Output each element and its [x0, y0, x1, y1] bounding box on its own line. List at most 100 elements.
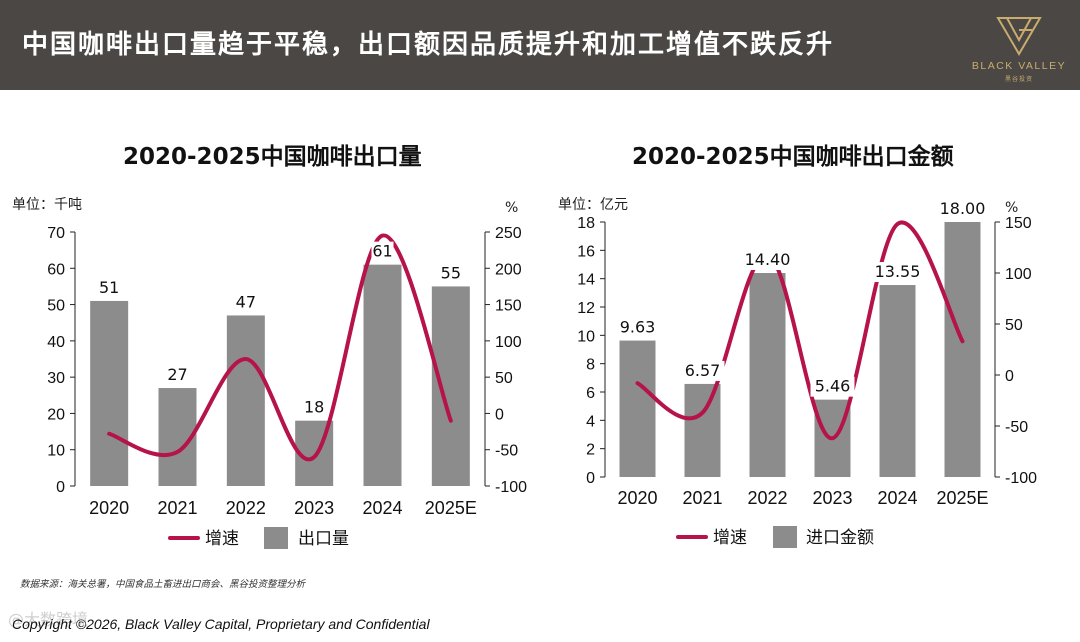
y-tick-label-left: 4	[586, 413, 595, 430]
bar-data-label: 18.00	[940, 199, 986, 218]
data-label-bg	[234, 292, 257, 313]
x-tick-label: 2020	[617, 488, 657, 508]
x-tick-label: 2023	[294, 498, 334, 518]
data-label-bg	[810, 376, 855, 397]
bar-data-label: 5.46	[815, 377, 851, 396]
bar	[226, 315, 265, 486]
y-tick-label-right: 50	[495, 370, 513, 387]
data-label-bg	[935, 199, 990, 219]
bar	[431, 286, 470, 486]
y-tick-label-left: 50	[47, 298, 65, 315]
data-label-bg	[303, 397, 326, 418]
x-tick-label: 2024	[362, 498, 402, 518]
bar	[90, 300, 129, 486]
copyright-text: Copyright ©2026, Black Valley Capital, P…	[12, 616, 430, 632]
y-tick-label-left: 70	[47, 225, 65, 242]
y-tick-label-left: 40	[47, 334, 65, 351]
y-tick-label-right: -50	[495, 443, 518, 460]
y-tick-label-right: 250	[495, 225, 522, 242]
x-tick-label: 2021	[157, 498, 197, 518]
y-tick-label-right: 150	[1005, 215, 1032, 232]
legend-label-bar: 进口金额	[806, 528, 874, 548]
chart-title-volume: 2020-2025中国咖啡出口量	[123, 144, 422, 170]
y-tick-label-left: 10	[577, 328, 595, 345]
legend-label-growth: 增速	[205, 529, 239, 549]
logo-subtext: 黑谷投资	[1004, 76, 1033, 83]
legend-label-growth: 增速	[713, 528, 747, 548]
y-tick-label-right: 150	[495, 298, 522, 315]
data-label-bg	[166, 365, 189, 386]
data-source-note: 数据来源：海关总署，中国食品土畜进出口商会、黑谷投资整理分析	[20, 579, 306, 590]
bar	[944, 222, 981, 477]
y-tick-label-right: 100	[495, 334, 522, 351]
legend-bar-swatch	[264, 527, 288, 549]
y-tick-label-right: 100	[1005, 266, 1032, 283]
bar	[363, 264, 402, 486]
bar	[879, 285, 916, 477]
legend-label-bar: 出口量	[298, 529, 349, 549]
bar	[749, 273, 786, 477]
data-label-bg	[615, 317, 660, 338]
y-tick-label-right: -100	[495, 479, 527, 496]
y-tick-label-left: 60	[47, 261, 65, 278]
bar-data-label: 14.40	[745, 250, 791, 269]
bar-data-label: 47	[236, 292, 256, 311]
page-title: 中国咖啡出口量趋于平稳，出口额因品质提升和加工增值不跌反升	[22, 30, 835, 60]
chart-export-volume: 0 10 20 30 40 50 60 70 -100 -50 0 50 100 150 200 250 51 2…	[47, 225, 527, 549]
data-label-bg	[680, 360, 725, 381]
x-tick-label: 2022	[747, 488, 787, 508]
bar-data-label: 6.57	[685, 361, 721, 380]
y-tick-label-left: 10	[47, 443, 65, 460]
x-tick-label: 2023	[812, 488, 852, 508]
watermark: @大数跨境	[8, 610, 89, 629]
data-label-bg	[98, 277, 121, 298]
y-tick-label-left: 16	[577, 243, 595, 260]
x-tick-label: 2025E	[425, 498, 477, 518]
unit-label-right: %	[505, 200, 519, 216]
bar-data-label: 55	[441, 263, 461, 282]
logo-mark-icon	[996, 17, 1042, 56]
chart-title-value: 2020-2025中国咖啡出口金额	[632, 144, 954, 170]
unit-label-left: 单位：千吨	[12, 197, 82, 213]
x-tick-label: 2021	[682, 488, 722, 508]
data-label-bg	[740, 250, 795, 270]
y-tick-label-right: -50	[1005, 419, 1028, 436]
bar-data-label: 51	[99, 278, 119, 297]
y-tick-label-right: -100	[1005, 470, 1037, 487]
growth-rate-line	[635, 220, 965, 441]
bar-data-label: 61	[372, 242, 392, 261]
y-tick-label-left: 20	[47, 406, 65, 423]
bar-data-label: 18	[304, 398, 324, 417]
bar-data-label: 27	[167, 365, 187, 384]
y-tick-label-right: 200	[495, 261, 522, 278]
y-tick-label-left: 6	[586, 385, 595, 402]
y-tick-label-right: 0	[1005, 368, 1014, 385]
bar-data-label: 9.63	[620, 318, 656, 337]
x-tick-label: 2020	[89, 498, 129, 518]
y-tick-label-left: 18	[577, 215, 595, 232]
x-tick-label: 2025E	[936, 488, 988, 508]
unit-label-right: %	[1005, 200, 1019, 216]
y-tick-label-left: 14	[577, 272, 595, 289]
y-tick-label-left: 12	[577, 300, 595, 317]
x-tick-label: 2022	[226, 498, 266, 518]
logo-text: BLACK VALLEY	[971, 60, 1067, 72]
data-label-bg	[439, 263, 462, 284]
y-tick-label-left: 0	[586, 470, 595, 487]
y-tick-label-right: 50	[1005, 317, 1023, 334]
unit-label-left: 单位：亿元	[558, 197, 628, 213]
legend-bar-swatch	[773, 526, 797, 548]
x-tick-label: 2024	[877, 488, 917, 508]
y-tick-label-left: 30	[47, 370, 65, 387]
data-label-bg	[870, 262, 925, 283]
data-label-bg	[371, 241, 394, 262]
y-tick-label-left: 8	[586, 357, 595, 374]
y-tick-label-left: 2	[586, 442, 595, 459]
y-tick-label-left: 0	[56, 479, 65, 496]
company-logo: BLACK VALLEY 黑谷投资	[960, 8, 1078, 84]
bar	[684, 383, 721, 477]
header-bar: 中国咖啡出口量趋于平稳，出口额因品质提升和加工增值不跌反升 BLACK VALL…	[0, 0, 1080, 90]
bar-data-label: 13.55	[875, 262, 921, 281]
bar	[619, 340, 656, 477]
